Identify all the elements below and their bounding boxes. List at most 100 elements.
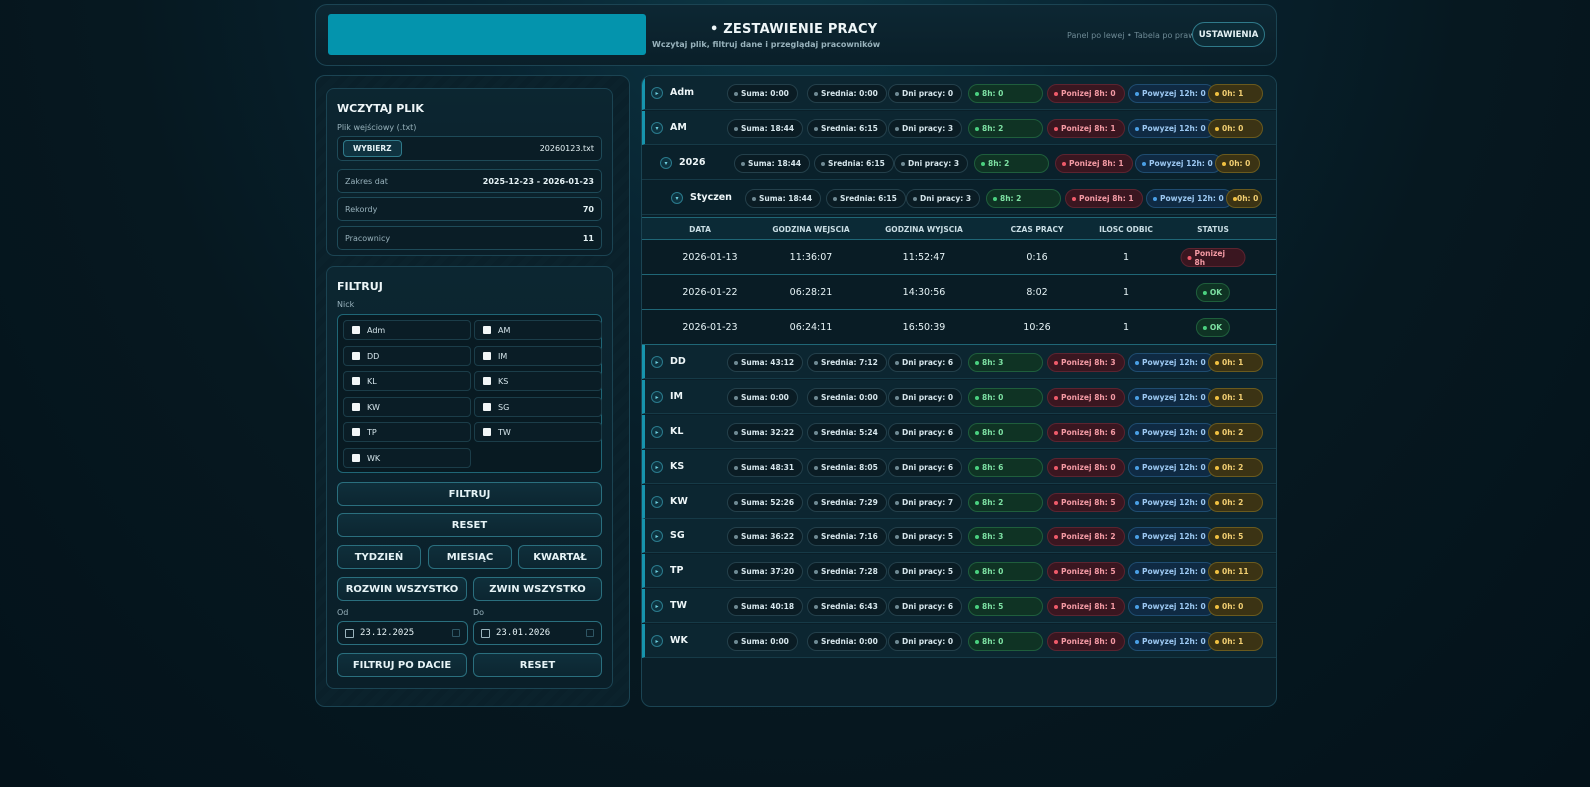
employee-row[interactable]: ▸ WK Suma: 0:00 Srednia: 0:00 Dni pracy:… bbox=[642, 624, 1276, 658]
calendar-picker-icon[interactable] bbox=[586, 629, 594, 637]
collapse-all-button[interactable]: ZWIN WSZYSTKO bbox=[473, 577, 602, 601]
week-button[interactable]: TYDZIEŃ bbox=[337, 545, 421, 569]
nick-checkbox-kw[interactable]: KW bbox=[343, 397, 471, 417]
checkbox[interactable] bbox=[483, 326, 491, 334]
quarter-button[interactable]: KWARTAŁ bbox=[518, 545, 602, 569]
expand-icon[interactable]: ▾ bbox=[671, 192, 683, 204]
8h-chip: 8h: 2 bbox=[968, 119, 1043, 138]
workdays-chip: Dni pracy: 6 bbox=[888, 597, 963, 616]
employee-row[interactable]: ▸ KL Suma: 32:22 Srednia: 5:24 Dni pracy… bbox=[642, 415, 1276, 449]
filter-button[interactable]: FILTRUJ bbox=[337, 482, 602, 506]
page-subtitle: Wczytaj plik, filtruj dane i przeglądaj … bbox=[652, 40, 881, 49]
checkbox[interactable] bbox=[352, 377, 360, 385]
0h-chip: 0h: 0 bbox=[1208, 597, 1263, 616]
col-date: DATA bbox=[689, 225, 711, 234]
expand-icon[interactable]: ▸ bbox=[651, 530, 663, 542]
col-status: STATUS bbox=[1197, 225, 1229, 234]
left-panel: WCZYTAJ PLIK Plik wejściowy (.txt) WYBIE… bbox=[315, 75, 630, 707]
checkbox[interactable] bbox=[352, 403, 360, 411]
month-button[interactable]: MIESIĄC bbox=[428, 545, 512, 569]
employee-row[interactable]: ▸ IM Suma: 0:00 Srednia: 0:00 Dni pracy:… bbox=[642, 380, 1276, 414]
nick-checkbox-am[interactable]: AM bbox=[474, 320, 602, 340]
8h-chip: 8h: 2 bbox=[986, 189, 1061, 208]
cell-entry: 11:36:07 bbox=[789, 252, 833, 263]
calendar-icon bbox=[481, 628, 490, 638]
date-from-input[interactable]: 23.12.2025 bbox=[337, 621, 468, 645]
below-8h-chip: Ponizej 8h: 1 bbox=[1055, 154, 1133, 173]
nick-label: SG bbox=[498, 402, 510, 412]
employee-row[interactable]: ▸ Adm Suma: 0:00 Srednia: 0:00 Dni pracy… bbox=[642, 76, 1276, 110]
nick-label: IM bbox=[498, 351, 508, 361]
checkbox[interactable] bbox=[352, 428, 360, 436]
month-row[interactable]: ▾ Styczen Suma: 18:44 Srednia: 6:15 Dni … bbox=[642, 181, 1276, 215]
8h-chip: 8h: 0 bbox=[968, 84, 1043, 103]
sum-chip: Suma: 18:44 bbox=[727, 119, 804, 138]
checkbox[interactable] bbox=[483, 377, 491, 385]
employee-row[interactable]: ▸ TP Suma: 37:20 Srednia: 7:28 Dni pracy… bbox=[642, 554, 1276, 588]
checkbox[interactable] bbox=[483, 352, 491, 360]
employee-name: SG bbox=[670, 530, 685, 541]
employee-row[interactable]: ▾ AM Suma: 18:44 Srednia: 6:15 Dni pracy… bbox=[642, 111, 1276, 145]
nick-checkbox-dd[interactable]: DD bbox=[343, 346, 471, 366]
nick-checkbox-tw[interactable]: TW bbox=[474, 422, 602, 442]
filter-by-date-button[interactable]: FILTRUJ PO DACIE bbox=[337, 653, 467, 677]
above-12h-chip: Powyzej 12h: 0 bbox=[1128, 353, 1215, 372]
year-row[interactable]: ▾ 2026 Suma: 18:44 Srednia: 6:15 Dni pra… bbox=[642, 146, 1276, 180]
stat-label: Pracownicy bbox=[345, 233, 391, 243]
expand-icon[interactable]: ▸ bbox=[651, 426, 663, 438]
nick-checkbox-kl[interactable]: KL bbox=[343, 371, 471, 391]
checkbox[interactable] bbox=[352, 326, 360, 334]
expand-icon[interactable]: ▸ bbox=[651, 496, 663, 508]
nick-checkbox-wk[interactable]: WK bbox=[343, 448, 471, 468]
above-12h-chip: Powyzej 12h: 0 bbox=[1128, 388, 1215, 407]
above-12h-chip: Powyzej 12h: 0 bbox=[1128, 423, 1215, 442]
nick-checkbox-im[interactable]: IM bbox=[474, 346, 602, 366]
month-label: Styczen bbox=[690, 192, 732, 203]
sum-chip: Suma: 36:22 bbox=[727, 527, 804, 546]
expand-icon[interactable]: ▸ bbox=[651, 461, 663, 473]
employee-row[interactable]: ▸ KW Suma: 52:26 Srednia: 7:29 Dni pracy… bbox=[642, 485, 1276, 519]
avg-chip: Srednia: 6:15 bbox=[814, 154, 894, 173]
expand-icon[interactable]: ▸ bbox=[651, 635, 663, 647]
checkbox[interactable] bbox=[352, 454, 360, 462]
choose-file-button[interactable]: WYBIERZ bbox=[343, 140, 402, 157]
checkbox[interactable] bbox=[483, 428, 491, 436]
table-row: 2026-01-23 06:24:11 16:50:39 10:26 1 OK bbox=[642, 310, 1276, 345]
8h-chip: 8h: 0 bbox=[968, 562, 1043, 581]
below-8h-chip: Ponizej 8h: 5 bbox=[1047, 562, 1125, 581]
above-12h-chip: Powyzej 12h: 0 bbox=[1128, 119, 1215, 138]
avg-chip: Srednia: 8:05 bbox=[807, 458, 887, 477]
employee-row[interactable]: ▸ TW Suma: 40:18 Srednia: 6:43 Dni pracy… bbox=[642, 589, 1276, 623]
employee-row[interactable]: ▸ KS Suma: 48:31 Srednia: 8:05 Dni pracy… bbox=[642, 450, 1276, 484]
year-label: 2026 bbox=[679, 157, 706, 168]
employee-row[interactable]: ▸ DD Suma: 43:12 Srednia: 7:12 Dni pracy… bbox=[642, 345, 1276, 379]
sum-chip: Suma: 18:44 bbox=[745, 189, 822, 208]
nick-label: WK bbox=[367, 453, 381, 463]
expand-icon[interactable]: ▸ bbox=[651, 356, 663, 368]
expand-icon[interactable]: ▾ bbox=[651, 122, 663, 134]
nick-checkbox-adm[interactable]: Adm bbox=[343, 320, 471, 340]
employee-row[interactable]: ▸ SG Suma: 36:22 Srednia: 7:16 Dni pracy… bbox=[642, 519, 1276, 553]
nick-checkbox-ks[interactable]: KS bbox=[474, 371, 602, 391]
checkbox[interactable] bbox=[352, 352, 360, 360]
nick-checkbox-sg[interactable]: SG bbox=[474, 397, 602, 417]
settings-button[interactable]: USTAWIENIA bbox=[1192, 22, 1265, 47]
nick-label: TP bbox=[367, 427, 377, 437]
expand-all-button[interactable]: ROZWIN WSZYSTKO bbox=[337, 577, 467, 601]
expand-icon[interactable]: ▸ bbox=[651, 87, 663, 99]
date-to-input[interactable]: 23.01.2026 bbox=[473, 621, 602, 645]
calendar-picker-icon[interactable] bbox=[452, 629, 460, 637]
nick-checkbox-tp[interactable]: TP bbox=[343, 422, 471, 442]
date-reset-button[interactable]: RESET bbox=[473, 653, 602, 677]
stat-value: 70 bbox=[582, 204, 594, 214]
workdays-chip: Dni pracy: 7 bbox=[888, 493, 963, 512]
expand-icon[interactable]: ▸ bbox=[651, 600, 663, 612]
sum-chip: Suma: 43:12 bbox=[727, 353, 804, 372]
expand-icon[interactable]: ▾ bbox=[660, 157, 672, 169]
expand-icon[interactable]: ▸ bbox=[651, 565, 663, 577]
checkbox[interactable] bbox=[483, 403, 491, 411]
below-8h-chip: Ponizej 8h: 0 bbox=[1047, 388, 1125, 407]
expand-icon[interactable]: ▸ bbox=[651, 391, 663, 403]
file-picker[interactable]: WYBIERZ 20260123.txt bbox=[337, 136, 602, 161]
reset-button[interactable]: RESET bbox=[337, 513, 602, 537]
